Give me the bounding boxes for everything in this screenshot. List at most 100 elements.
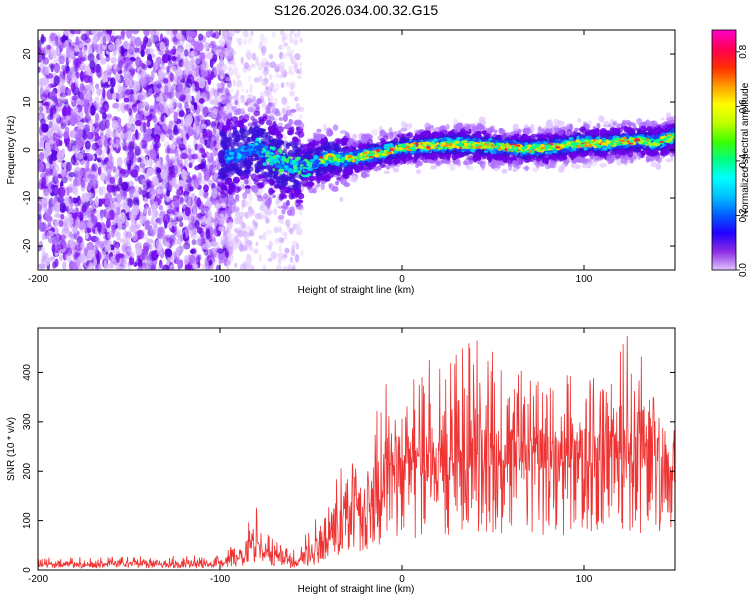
spectrogram-noise-blob: [157, 108, 166, 116]
spectrogram-noise-blob: [129, 188, 134, 200]
spectrogram-noise-blob: [73, 75, 78, 84]
spectrogram-noise-blob: [40, 36, 47, 43]
spectrogram-faint-blob: [289, 256, 294, 263]
spectrogram-noise-blob: [51, 123, 59, 130]
spectrogram-noise-blob: [105, 218, 111, 229]
spectrogram-faint-blob: [299, 249, 305, 257]
spectrogram-noise-blob: [55, 35, 59, 46]
spectrogram-faint-blob: [273, 64, 280, 73]
spectrogram-faint-blob: [248, 75, 252, 83]
spectrogram-noise-blob: [156, 83, 162, 89]
spectrogram-faint-blob: [254, 221, 258, 229]
spectrogram-noise-blob: [197, 254, 202, 262]
spectrogram-noise-blob: [213, 31, 220, 40]
spectrogram-noise-blob: [83, 44, 88, 51]
spectrogram-faint-blob: [228, 254, 234, 262]
spectrogram-noise-blob: [155, 99, 162, 110]
spectrogram-noise-blob: [53, 225, 58, 235]
spectrogram-noise-blob: [79, 83, 85, 92]
spectrogram-faint-blob: [269, 95, 274, 103]
spectrogram-faint-blob: [240, 85, 244, 93]
spectrogram-noise-blob: [54, 201, 61, 214]
spectrogram-faint-blob: [279, 30, 285, 36]
spectrogram-noise-blob: [166, 66, 170, 73]
spectrogram-noise-blob: [98, 146, 103, 156]
spectrogram-noise-blob: [57, 196, 65, 204]
spectrogram-noise-blob: [145, 261, 151, 270]
spectrogram-noise-blob: [130, 251, 135, 259]
spectrogram-noise-blob: [105, 55, 111, 62]
spectrogram-noise-blob: [66, 88, 72, 96]
spectrogram-faint-blob: [229, 233, 235, 240]
spectrogram-noise-blob: [54, 213, 62, 219]
spectrogram-noise-blob: [38, 100, 43, 108]
spectrogram-noise-blob: [73, 107, 79, 113]
spectrogram-noise-blob: [105, 245, 112, 253]
spectrogram-noise-blob: [187, 196, 192, 207]
spectrogram-noise-blob: [152, 137, 158, 148]
spectrogram-noise-blob: [90, 187, 95, 194]
spectrogram-halo-blob: [599, 162, 608, 168]
spectrogram-noise-blob: [211, 197, 218, 206]
spectrogram-noise-blob: [38, 245, 42, 252]
spectrogram-noise-blob: [198, 139, 206, 147]
spectrogram-noise-blob: [119, 168, 127, 175]
spectrogram-noise-blob: [45, 66, 50, 76]
spectrogram-noise-blob: [169, 120, 177, 126]
spectrogram-faint-blob: [240, 221, 246, 230]
spectrogram-halo-blob: [385, 164, 391, 170]
spectrogram-noise-blob: [165, 237, 174, 243]
spectrogram-noise-blob: [218, 122, 224, 128]
spectrogram-faint-blob: [282, 107, 286, 115]
spectrogram-faint-blob: [223, 30, 228, 36]
spectrogram-noise-blob: [115, 193, 122, 204]
spectrogram-halo-blob: [267, 102, 273, 107]
spectrogram-noise-blob: [212, 53, 218, 62]
spectrogram-faint-blob: [261, 57, 268, 64]
spectrogram-noise-blob: [185, 108, 191, 115]
spectrogram-noise-blob: [89, 104, 96, 116]
spectrogram-noise-blob: [209, 247, 218, 259]
spectrogram-noise-blob: [190, 58, 195, 70]
spectrogram-noise-blob: [114, 73, 121, 81]
spectrogram-noise-blob: [199, 65, 207, 71]
spectrogram-noise-blob: [71, 95, 78, 101]
spectrogram-faint-blob: [274, 82, 280, 91]
spectrogram-noise-blob: [196, 226, 203, 235]
spectrogram-noise-blob: [72, 130, 77, 139]
spectrogram-halo-blob: [294, 198, 301, 207]
spectrogram-noise-blob: [140, 262, 147, 269]
spectrogram-faint-blob: [248, 245, 254, 252]
spectrogram-noise-blob: [216, 264, 220, 270]
spectrogram-noise-blob: [183, 242, 191, 250]
spectrogram-noise-blob: [187, 213, 195, 225]
spectrogram-noise-blob: [125, 103, 130, 112]
spectrogram-halo-blob: [415, 169, 422, 175]
spectrogram-halo-blob: [523, 128, 527, 135]
spectrogram-noise-blob: [147, 48, 155, 54]
spectrogram-noise-blob: [205, 228, 211, 240]
spectrogram-noise-blob: [94, 83, 100, 90]
spectrogram-noise-blob: [100, 172, 106, 182]
spectrogram-noise-blob: [40, 77, 48, 86]
spectrogram-noise-blob: [95, 264, 99, 270]
spectrogram-noise-blob: [59, 42, 67, 49]
spectrogram-noise-blob: [161, 104, 169, 113]
spectrogram-faint-blob: [293, 96, 299, 102]
spectrogram-noise-blob: [45, 167, 53, 177]
spectrogram-noise-blob: [96, 263, 102, 270]
spectrogram-faint-blob: [263, 46, 267, 53]
spectrogram-halo-blob: [265, 209, 273, 216]
spectrogram-faint-blob: [295, 102, 301, 112]
spectrogram-noise-blob: [116, 263, 120, 270]
spectrogram-halo-blob: [271, 107, 280, 115]
spectrogram-noise-blob: [41, 176, 47, 188]
spectrogram-noise-blob: [183, 255, 190, 265]
spectrogram-noise-blob: [196, 212, 203, 219]
spectrogram-faint-blob: [279, 61, 285, 68]
spectrogram-faint-blob: [220, 75, 224, 80]
spectrogram-noise-blob: [168, 91, 173, 101]
spectrogram-noise-blob: [154, 30, 158, 40]
spectrogram-noise-blob: [63, 109, 69, 117]
spectrogram-noise-blob: [52, 186, 59, 195]
